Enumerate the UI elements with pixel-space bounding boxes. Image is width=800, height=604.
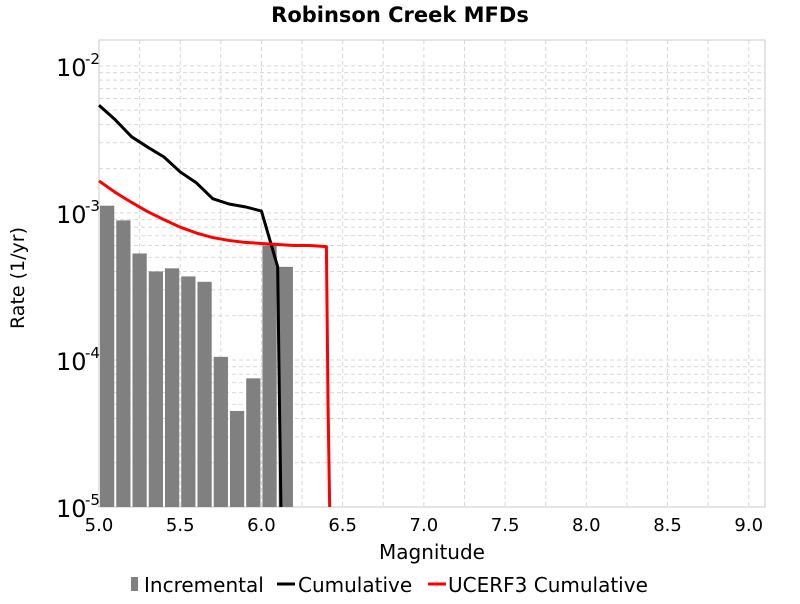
y-tick-exponent: -3 bbox=[85, 197, 100, 215]
y-tick-base: 10 bbox=[56, 348, 87, 376]
x-tick-label: 7.5 bbox=[491, 515, 520, 536]
x-tick-label: 7.0 bbox=[410, 515, 439, 536]
incremental-bar bbox=[148, 271, 163, 507]
legend-item-0: Incremental bbox=[131, 573, 264, 597]
x-tick-label: 6.5 bbox=[328, 515, 357, 536]
y-tick-base: 10 bbox=[56, 201, 87, 229]
y-tick-base: 10 bbox=[56, 54, 87, 82]
y-tick-label: 10-5 bbox=[56, 491, 100, 523]
legend-item-1: Cumulative bbox=[277, 573, 412, 597]
y-axis-label: Rate (1/yr) bbox=[7, 227, 29, 329]
x-tick-label: 5.5 bbox=[166, 515, 195, 536]
y-tick-exponent: -4 bbox=[85, 344, 100, 362]
x-tick-label: 8.0 bbox=[572, 515, 601, 536]
legend: Incremental Cumulative UCERF3 Cumulative bbox=[131, 573, 648, 597]
incremental-bar bbox=[100, 205, 115, 507]
incremental-bar bbox=[246, 378, 261, 507]
legend-label: Cumulative bbox=[298, 573, 412, 597]
series-line-1 bbox=[97, 104, 283, 508]
y-tick-base: 10 bbox=[56, 495, 87, 523]
y-tick-label: 10-3 bbox=[56, 197, 100, 229]
grid-lines bbox=[99, 40, 765, 507]
legend-item-2: UCERF3 Cumulative bbox=[428, 573, 648, 597]
y-tick-exponent: -2 bbox=[85, 50, 100, 68]
chart-title: Robinson Creek MFDs bbox=[271, 3, 529, 27]
series-lines bbox=[97, 104, 332, 508]
y-tick-exponent: -5 bbox=[85, 491, 100, 509]
legend-label: Incremental bbox=[144, 573, 264, 597]
y-tick-label: 10-4 bbox=[56, 344, 100, 376]
incremental-bar bbox=[181, 276, 196, 507]
incremental-bar bbox=[262, 245, 277, 508]
incremental-bar bbox=[164, 268, 180, 507]
x-axis-label: Magnitude bbox=[379, 540, 485, 564]
legend-swatch bbox=[131, 577, 138, 591]
series-line-2 bbox=[98, 179, 332, 508]
x-tick-label: 6.0 bbox=[247, 515, 276, 536]
x-tick-labels: 5.0 5.5 6.0 6.5 7.0 7.5 8.0 8.5 9.0 bbox=[85, 515, 763, 536]
x-tick-label: 5.0 bbox=[85, 515, 114, 536]
incremental-bar bbox=[197, 281, 212, 507]
incremental-bar bbox=[132, 253, 147, 507]
y-tick-labels: 10-210-310-410-5 bbox=[56, 50, 100, 523]
x-tick-label: 8.5 bbox=[653, 515, 682, 536]
y-tick-label: 10-2 bbox=[56, 50, 100, 82]
incremental-bar bbox=[278, 266, 293, 507]
incremental-bars bbox=[100, 205, 293, 508]
incremental-bar bbox=[229, 410, 245, 507]
incremental-bar bbox=[213, 356, 228, 507]
x-tick-label: 9.0 bbox=[734, 515, 763, 536]
incremental-bar bbox=[116, 220, 131, 508]
legend-label: UCERF3 Cumulative bbox=[448, 573, 648, 597]
